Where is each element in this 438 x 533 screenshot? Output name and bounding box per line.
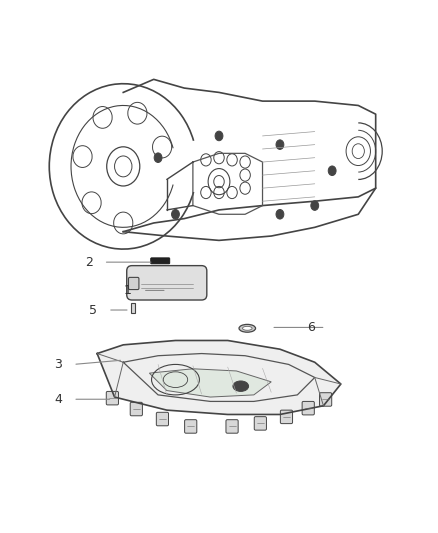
Ellipse shape	[239, 325, 255, 332]
FancyBboxPatch shape	[151, 258, 170, 264]
Ellipse shape	[328, 166, 336, 175]
FancyBboxPatch shape	[128, 277, 139, 289]
FancyBboxPatch shape	[302, 401, 314, 415]
Ellipse shape	[276, 209, 284, 219]
Text: 1: 1	[124, 284, 132, 297]
Ellipse shape	[233, 381, 249, 391]
Text: 3: 3	[54, 358, 62, 371]
FancyBboxPatch shape	[106, 391, 118, 405]
Bar	[131, 303, 135, 313]
Ellipse shape	[311, 201, 319, 211]
FancyBboxPatch shape	[130, 402, 142, 416]
FancyBboxPatch shape	[156, 413, 169, 426]
FancyBboxPatch shape	[226, 419, 238, 433]
FancyBboxPatch shape	[320, 393, 332, 406]
Polygon shape	[149, 369, 271, 397]
Text: 5: 5	[89, 303, 97, 317]
FancyBboxPatch shape	[185, 419, 197, 433]
Ellipse shape	[172, 209, 180, 219]
Polygon shape	[97, 341, 341, 415]
Text: 4: 4	[54, 393, 62, 406]
FancyBboxPatch shape	[280, 410, 293, 424]
Text: 6: 6	[307, 321, 315, 334]
Ellipse shape	[276, 140, 284, 149]
FancyBboxPatch shape	[127, 265, 207, 300]
FancyBboxPatch shape	[254, 417, 266, 430]
Text: 2: 2	[85, 256, 93, 269]
Ellipse shape	[154, 153, 162, 163]
Ellipse shape	[243, 326, 252, 330]
Ellipse shape	[215, 131, 223, 141]
